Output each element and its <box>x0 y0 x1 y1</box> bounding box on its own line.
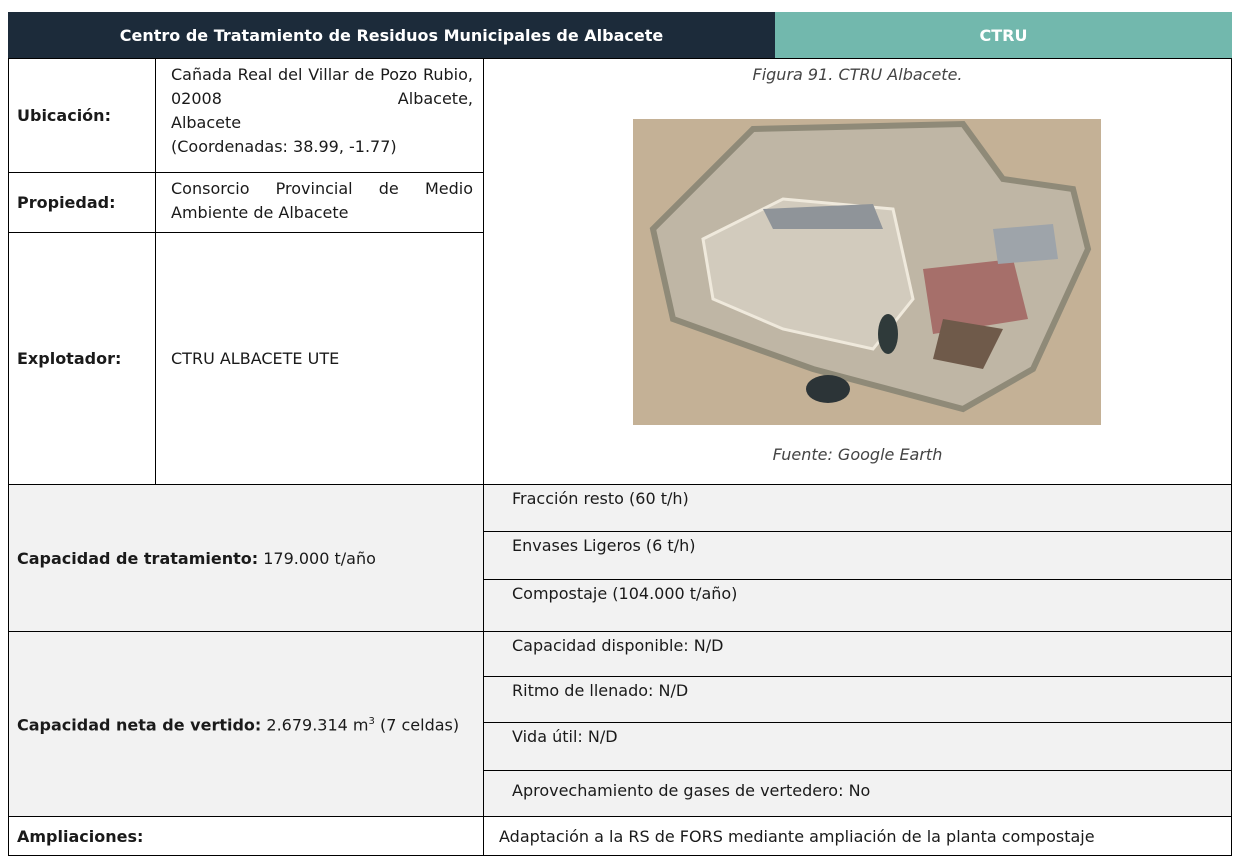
header-code: CTRU <box>775 12 1232 58</box>
operator-label: Explotador: <box>8 232 156 485</box>
figure-source: Fuente: Google Earth <box>772 445 943 464</box>
landfill-item: Aprovechamiento de gases de vertedero: N… <box>483 770 1232 817</box>
landfill-superscript: 3 <box>368 716 375 728</box>
landfill-value-rest: (7 celdas) <box>374 715 460 735</box>
treatment-item: Envases Ligeros (6 t/h) <box>483 531 1232 580</box>
treatment-summary: Capacidad de tratamiento: 179.000 t/año <box>8 484 484 632</box>
treatment-value: 179.000 t/año <box>263 548 376 568</box>
treatment-label: Capacidad de tratamiento: <box>17 548 259 568</box>
location-cell: Cañada Real del Villar de Pozo Rubio, 02… <box>155 58 484 173</box>
expansions-value: Adaptación a la RS de FORS mediante ampl… <box>483 816 1232 856</box>
landfill-label: Capacidad neta de vertido: <box>17 715 262 735</box>
operator-value: CTRU ALBACETE UTE <box>155 232 484 485</box>
coordinates: (Coordenadas: 38.99, -1.77) <box>171 137 397 156</box>
landfill-item: Vida útil: N/D <box>483 722 1232 771</box>
figure-caption: Figura 91. CTRU Albacete. <box>752 65 963 84</box>
owner-value: Consorcio Provincial de Medio Ambiente d… <box>155 172 484 233</box>
owner-label: Propiedad: <box>8 172 156 233</box>
expansions-label: Ampliaciones: <box>8 816 484 856</box>
landfill-summary: Capacidad neta de vertido: 2.679.314 m3 … <box>8 631 484 817</box>
treatment-item: Compostaje (104.000 t/año) <box>483 579 1232 632</box>
address: Cañada Real del Villar de Pozo Rubio, 02… <box>171 65 473 108</box>
location-label: Ubicación: <box>8 58 156 173</box>
city: Albacete <box>171 113 242 132</box>
satellite-image <box>633 119 1101 425</box>
landfill-item: Ritmo de llenado: N/D <box>483 676 1232 723</box>
landfill-value: 2.679.314 m <box>266 715 369 735</box>
landfill-item: Capacidad disponible: N/D <box>483 631 1232 677</box>
treatment-item: Fracción resto (60 t/h) <box>483 484 1232 532</box>
figure-cell: Figura 91. CTRU Albacete. Fuente: Google… <box>483 58 1232 485</box>
header-title: Centro de Tratamiento de Residuos Munici… <box>8 12 775 58</box>
